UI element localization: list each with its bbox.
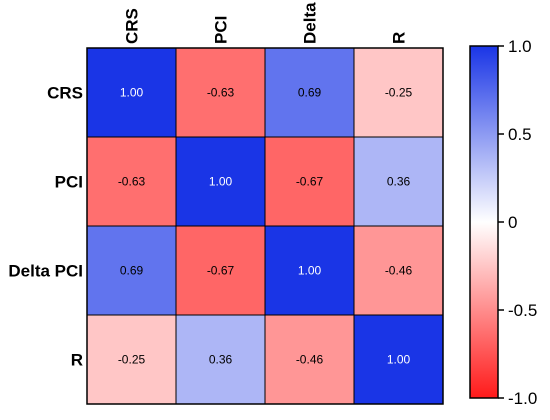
heatmap-cell xyxy=(86,314,177,405)
column-label: R xyxy=(390,32,409,44)
cell-value-label: 1.00 xyxy=(298,264,322,278)
heatmap-cell xyxy=(86,47,177,138)
column-label: Delta xyxy=(301,2,320,44)
row-label: CRS xyxy=(47,84,83,103)
colorbar-tick-label: -0.5 xyxy=(508,301,537,320)
heatmap-cell xyxy=(353,314,444,405)
cell-value-label: -0.67 xyxy=(207,264,235,278)
colorbar-tick-label: -1.0 xyxy=(508,389,537,408)
column-label: PCI xyxy=(212,16,231,44)
heatmap-cells: 1.00 -0.63 0.69 -0.25 -0.63 1.00 -0.67 0.36 0.69… xyxy=(86,47,444,405)
colorbar-tick-label: 0 xyxy=(508,213,517,232)
cell-value-label: -0.25 xyxy=(385,86,413,100)
colorbar xyxy=(469,45,499,399)
cell-value-label: 1.00 xyxy=(120,86,144,100)
colorbar-ticks: 1.0 0.5 0 -0.5 -1.0 xyxy=(498,37,537,408)
colorbar-tick-label: 1.0 xyxy=(508,37,532,56)
heatmap-cell xyxy=(353,225,444,316)
cell-value-label: -0.46 xyxy=(385,264,413,278)
row-labels: CRS PCI Delta PCI R xyxy=(8,84,83,370)
cell-value-label: -0.63 xyxy=(207,86,235,100)
column-labels: CRS PCI Delta R xyxy=(123,2,409,44)
heatmap-cell xyxy=(353,136,444,227)
row-label: Delta PCI xyxy=(8,262,83,281)
row-label: PCI xyxy=(55,173,83,192)
colorbar-tick-label: 0.5 xyxy=(508,125,532,144)
cell-value-label: 0.69 xyxy=(298,86,322,100)
cell-value-label: -0.25 xyxy=(118,353,146,367)
heatmap-cell xyxy=(175,225,266,316)
cell-value-label: 0.36 xyxy=(387,175,411,189)
heatmap-border xyxy=(86,47,444,405)
heatmap-cell xyxy=(86,136,177,227)
column-label: CRS xyxy=(123,8,142,44)
cell-value-label: 1.00 xyxy=(209,175,233,189)
cell-value-label: 0.69 xyxy=(120,264,144,278)
cell-value-label: -0.63 xyxy=(118,175,146,189)
cell-value-label: -0.46 xyxy=(296,353,324,367)
row-label: R xyxy=(71,351,83,370)
cell-value-label: -0.67 xyxy=(296,175,324,189)
cell-value-label: 1.00 xyxy=(387,353,411,367)
heatmap-cell xyxy=(353,47,444,138)
heatmap-cell xyxy=(264,314,355,405)
heatmap-cell xyxy=(175,47,266,138)
heatmap-cell xyxy=(175,314,266,405)
heatmap-cell xyxy=(175,136,266,227)
cell-value-label: 0.36 xyxy=(209,353,233,367)
